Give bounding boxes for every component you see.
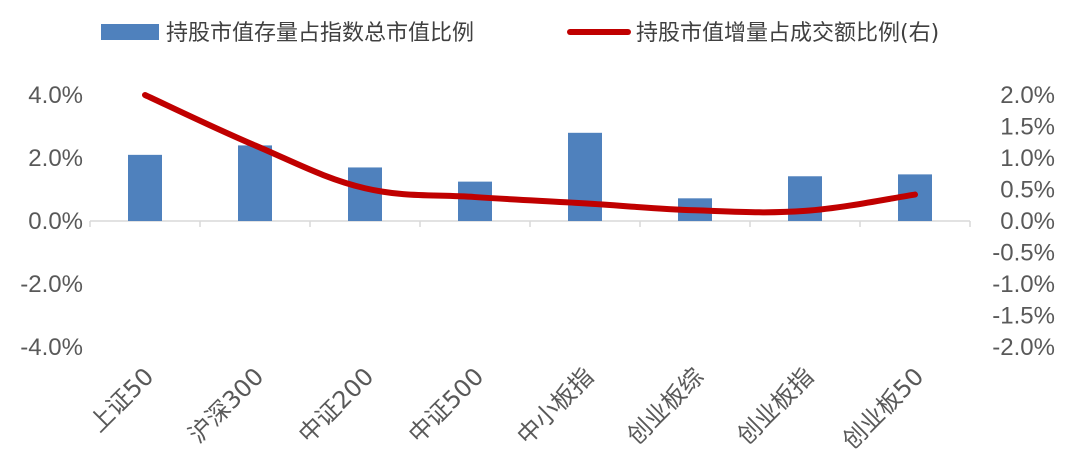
- line-path: [142, 92, 918, 216]
- bar-series: [128, 132, 932, 221]
- category-label: 中小板指: [512, 362, 600, 450]
- right-tick-label: 0.0%: [1000, 208, 1055, 235]
- category-label: 中证200: [293, 362, 379, 448]
- left-tick-label: 0.0%: [28, 208, 83, 235]
- chart-legend: 持股市值存量占指数总市值比例 持股市值增量占成交额比例(右): [101, 21, 939, 46]
- legend-label-line-series: 持股市值增量占成交额比例(右): [636, 21, 939, 46]
- left-tick-label: -4.0%: [20, 334, 83, 361]
- left-tick-label: -2.0%: [20, 271, 83, 298]
- left-tick-label: 4.0%: [28, 82, 83, 109]
- right-tick-label: -2.0%: [992, 334, 1055, 361]
- category-label: 中证500: [403, 362, 489, 448]
- legend-bar-swatch: [101, 24, 159, 40]
- legend-label-bar-series: 持股市值存量占指数总市值比例: [166, 21, 474, 46]
- category-label: 创业板50: [837, 362, 929, 454]
- right-tick-label: -0.5%: [992, 240, 1055, 267]
- bar-中证500: [458, 181, 492, 221]
- category-label: 上证50: [84, 362, 159, 437]
- category-label: 沪深300: [183, 362, 269, 448]
- left-tick-label: 2.0%: [28, 145, 83, 172]
- right-y-axis: 2.0% 1.5% 1.0% 0.5% 0.0% -0.5% -1.0% -1.5% -2.0%: [992, 82, 1055, 361]
- left-y-axis: 4.0% 2.0% 0.0% -2.0% -4.0%: [20, 82, 83, 361]
- bar-沪深300: [238, 145, 272, 221]
- category-label: 创业板指: [732, 362, 820, 450]
- right-tick-label: -1.0%: [992, 271, 1055, 298]
- right-tick-label: 1.5%: [1000, 114, 1055, 141]
- bar-中小板指: [568, 132, 602, 221]
- bar-上证50: [128, 154, 162, 221]
- bar-中证200: [348, 167, 382, 221]
- line-series: [142, 92, 918, 216]
- category-label: 创业板综: [622, 362, 710, 450]
- right-tick-label: 2.0%: [1000, 82, 1055, 109]
- x-axis-labels: 上证50 沪深300 中证200 中证500 中小板指 创业板综 创业板指 创业板50: [84, 362, 929, 454]
- right-tick-label: -1.5%: [992, 303, 1055, 330]
- x-axis-baseline: [89, 220, 971, 227]
- right-tick-label: 0.5%: [1000, 177, 1055, 204]
- right-tick-label: 1.0%: [1000, 145, 1055, 172]
